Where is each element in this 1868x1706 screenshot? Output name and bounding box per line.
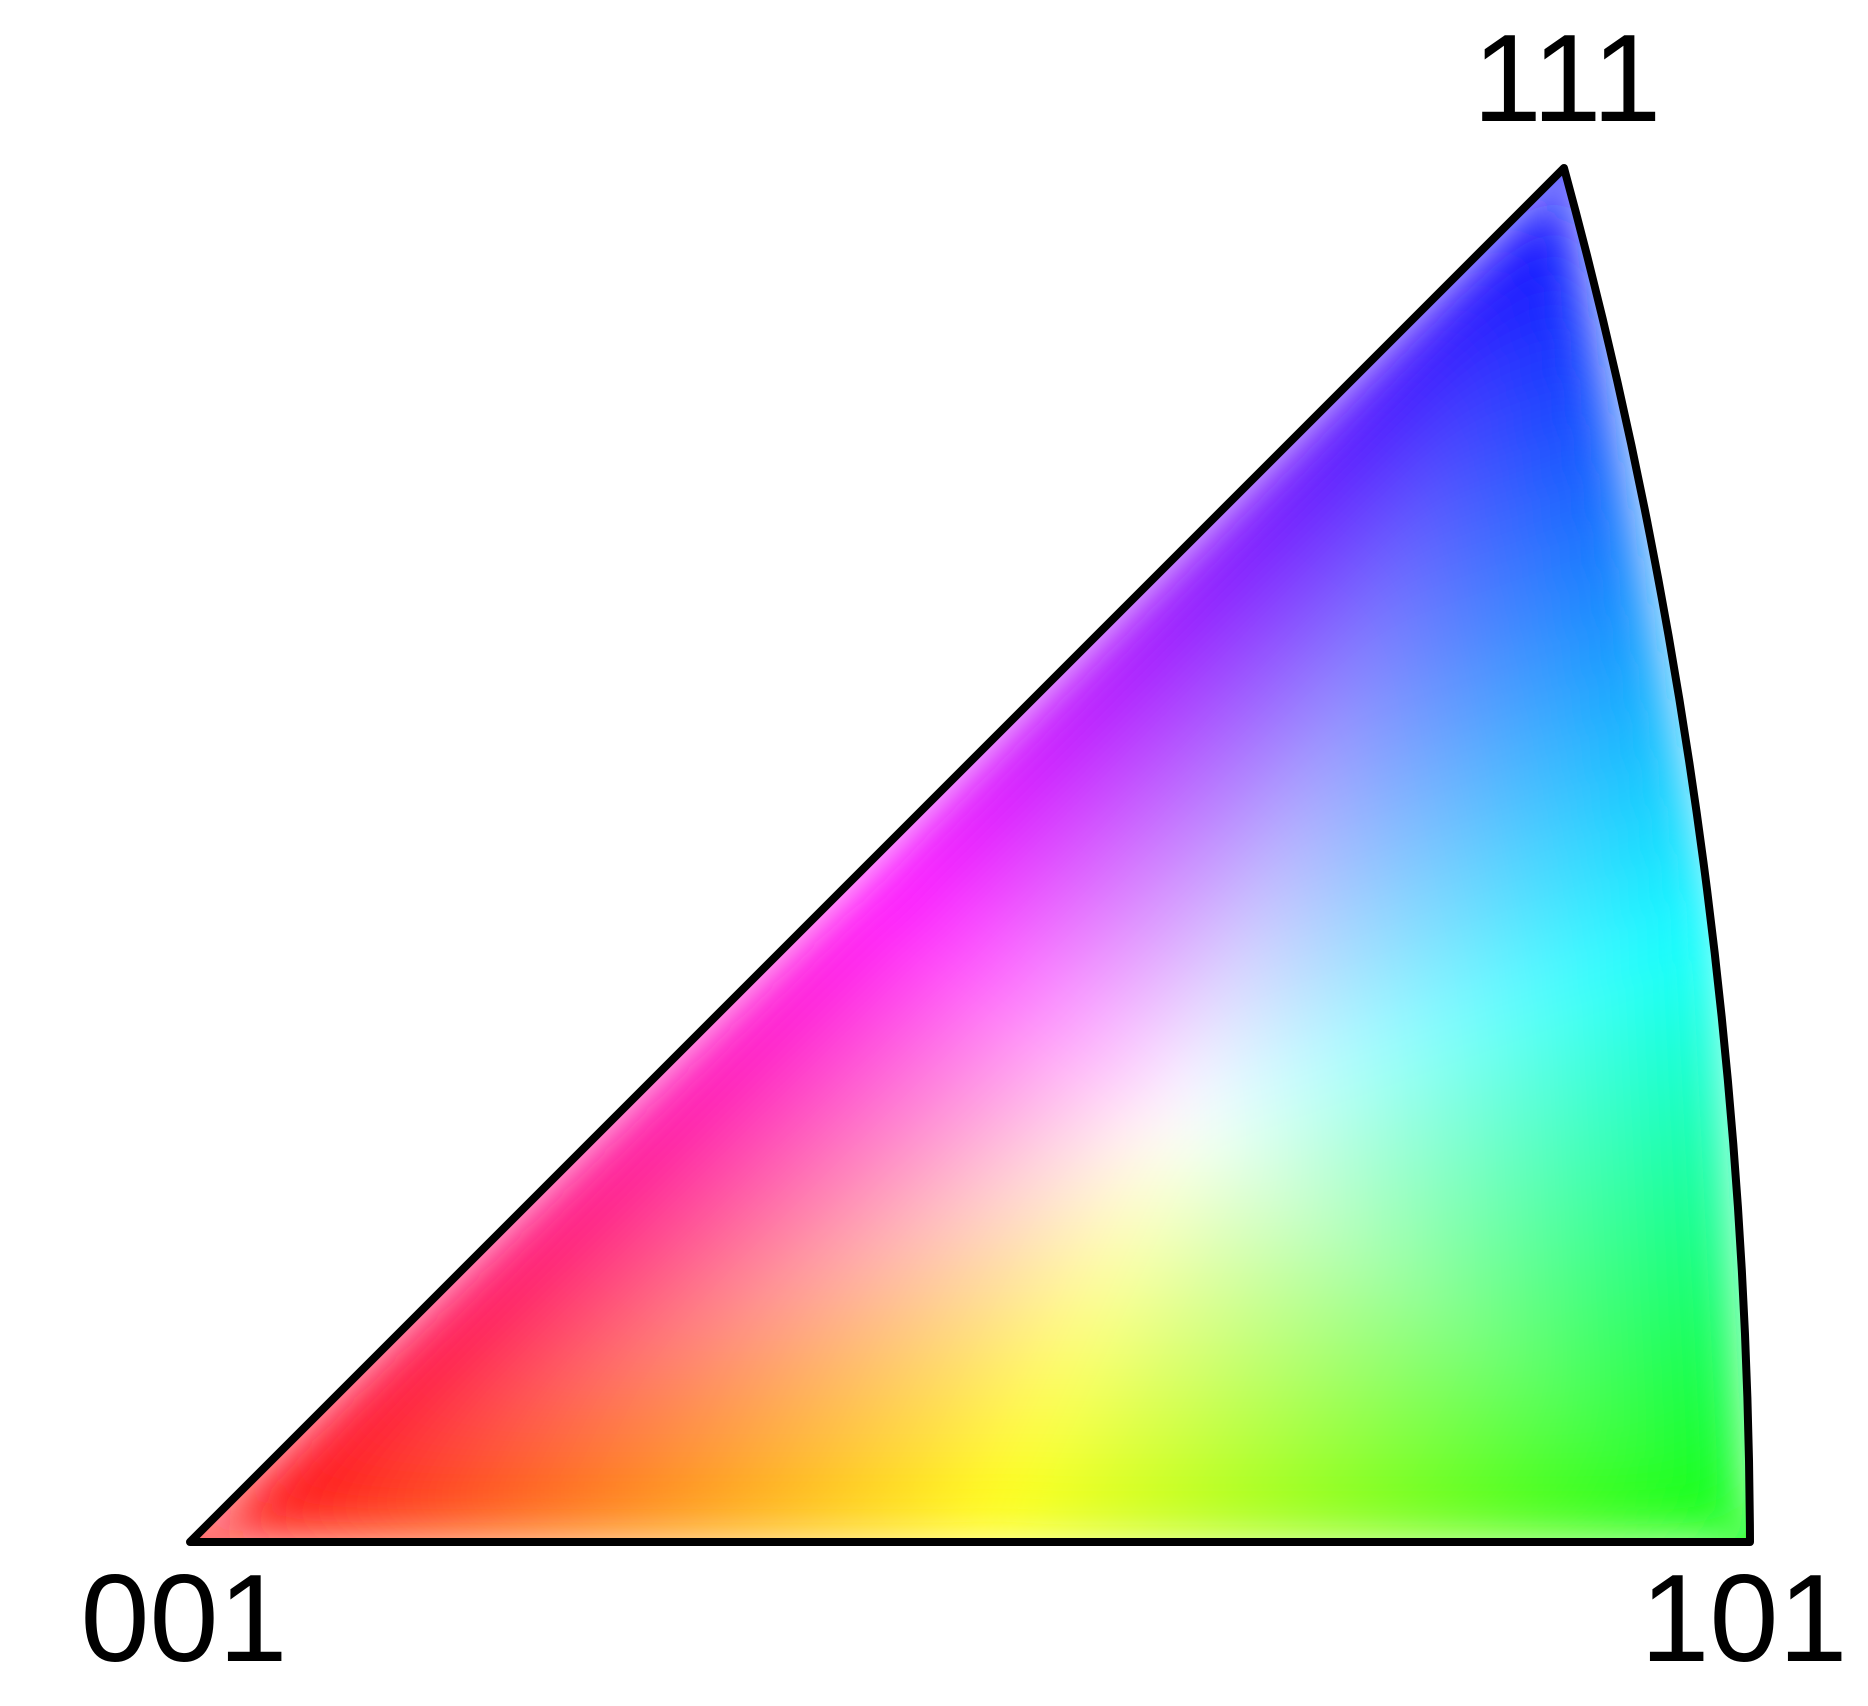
ipf-color-patch <box>682 1285 753 1334</box>
ipf-color-patch <box>559 1338 630 1387</box>
pole-label-001: 001 <box>81 1550 288 1688</box>
ipf-color-patches <box>190 168 1750 1542</box>
ipf-color-patch <box>868 1206 939 1255</box>
ipf-triangle-outline <box>186 164 1754 1546</box>
ipf-color-patch <box>806 1232 877 1282</box>
ipf-color-patch <box>497 1364 568 1413</box>
ipf-color-patch <box>249 1470 320 1519</box>
ipf-color-patch <box>373 1417 444 1466</box>
ipf-color-patch <box>620 1312 691 1361</box>
pole-label-101: 101 <box>1641 1550 1848 1688</box>
ipf-color-patch <box>992 1153 1063 1202</box>
ipf-color-patch <box>1115 1101 1186 1150</box>
ipf-color-patch <box>311 1443 382 1493</box>
ipf-color-fill <box>190 168 1750 1542</box>
ipf-color-patch <box>435 1391 506 1440</box>
pole-label-111: 111 <box>1473 10 1661 148</box>
ipf-color-patch <box>1054 1127 1125 1176</box>
ipf-color-patch <box>930 1180 1001 1229</box>
ipf-color-patch <box>744 1259 815 1308</box>
